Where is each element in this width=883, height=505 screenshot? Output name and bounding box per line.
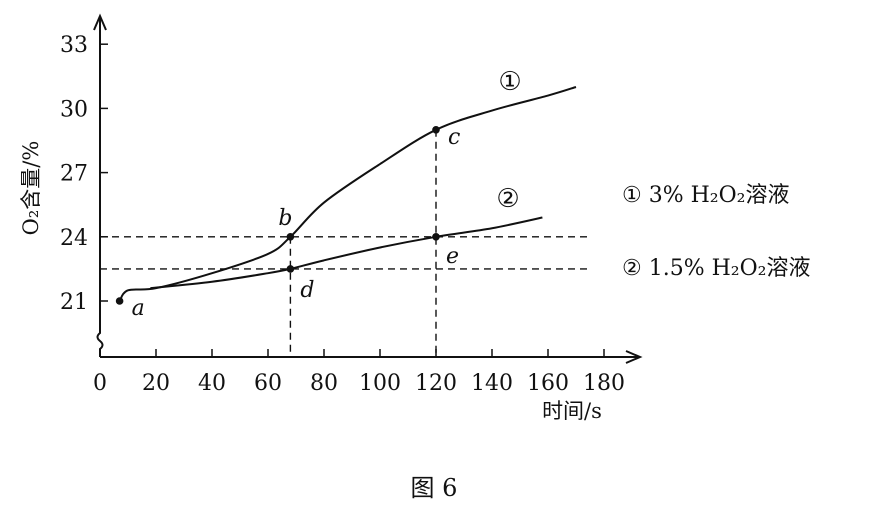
y-axis-line [96, 16, 104, 357]
point-label-d: d [300, 278, 314, 303]
y-tick-label: 24 [60, 226, 88, 251]
points: a b c d e [115, 125, 460, 321]
series-marker-2: ② [496, 184, 519, 214]
x-tick-label: 20 [142, 371, 170, 396]
point-b [286, 233, 295, 241]
x-tick-label: 140 [471, 371, 513, 396]
point-label-c: c [448, 125, 460, 150]
guide-lines [100, 129, 588, 357]
y-tick-label: 21 [60, 290, 88, 315]
legend-entry-2: ② 1.5% H₂O₂溶液 [622, 256, 810, 281]
point-a [115, 297, 124, 305]
legend: ① 3% H₂O₂溶液 ② 1.5% H₂O₂溶液 [622, 183, 810, 281]
x-tick-label: 100 [359, 371, 401, 396]
figure-caption: 图 6 [411, 474, 458, 502]
point-label-e: e [446, 244, 459, 269]
x-axis-arrow [625, 350, 643, 364]
x-tick-label: 40 [198, 371, 226, 396]
y-tick-label: 33 [60, 33, 88, 58]
point-d [286, 265, 295, 273]
axes: 0 20 40 60 80 100 120 140 160 180 21 24 27 30 33 [60, 13, 643, 396]
y-tick-label: 27 [60, 162, 88, 187]
x-tick-label: 80 [310, 371, 338, 396]
y-axis-label: O₂含量/% [19, 141, 43, 236]
y-axis-arrow [93, 13, 107, 31]
curves [118, 86, 577, 302]
x-tick-label: 60 [254, 371, 282, 396]
series-line-2 [150, 216, 543, 290]
point-e [432, 233, 440, 241]
series-marker-1: ① [498, 67, 521, 97]
y-tick-label: 30 [60, 97, 88, 122]
legend-entry-1: ① 3% H₂O₂溶液 [622, 183, 789, 208]
x-tick-label: 180 [583, 371, 625, 396]
x-axis-label: 时间/s [542, 399, 602, 423]
point-label-a: a [132, 296, 145, 321]
point-c [432, 126, 440, 134]
x-tick-label: 0 [93, 371, 107, 396]
x-tick-label: 160 [527, 371, 569, 396]
point-label-b: b [278, 206, 292, 231]
series-markers: ①② [496, 67, 521, 214]
x-tick-label: 120 [415, 371, 457, 396]
